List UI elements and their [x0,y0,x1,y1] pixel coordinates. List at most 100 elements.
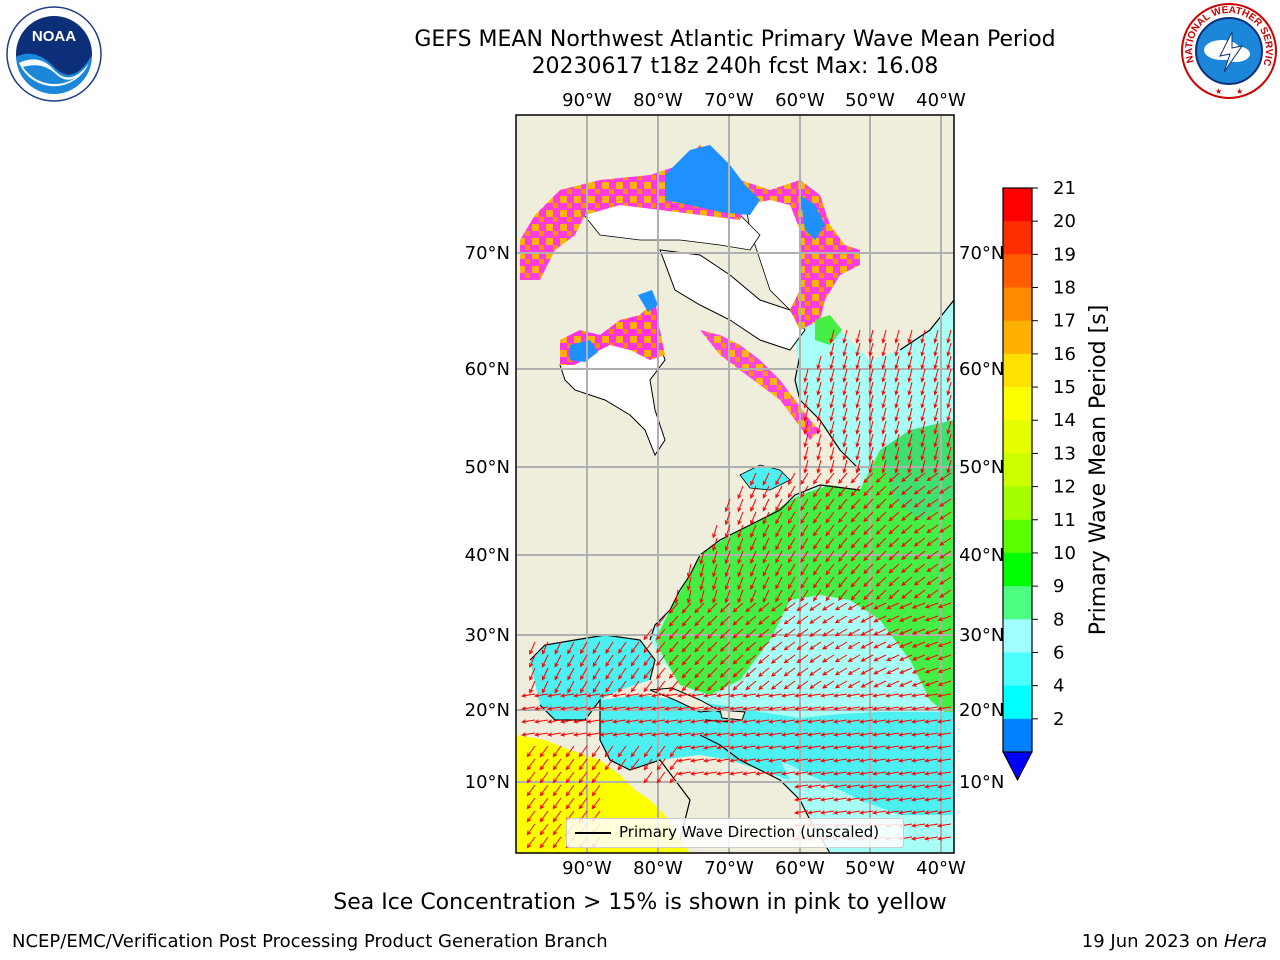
wave-arrow [807,797,822,802]
wave-arrow [787,550,796,564]
wave-arrow [875,498,887,509]
wave-arrow [573,732,588,737]
wave-arrow [668,654,679,666]
wave-arrow [529,654,536,668]
wave-arrow [846,693,861,698]
star-icon: ★ [1236,87,1243,96]
wave-arrow [820,758,835,763]
wave-arrow [719,615,731,626]
wave-arrow [803,433,809,448]
wave-arrow [901,537,913,548]
wave-arrow [758,641,770,652]
wave-arrow [920,368,926,383]
wave-arrow [868,459,874,474]
wave-arrow [822,615,835,624]
wave-arrow [729,745,744,750]
wave-arrow [541,680,549,694]
wave-arrow [742,732,757,737]
wave-arrow [783,654,796,664]
wave-arrow [707,680,718,692]
wave-arrow [803,368,809,383]
wave-arrow [750,524,757,538]
wave-arrow [939,537,952,546]
wave-arrow [591,784,601,797]
wave-arrow [846,784,861,789]
wave-arrow [618,667,627,680]
wave-arrow [547,732,562,737]
wave-arrow [712,563,718,578]
wave-arrow [630,680,640,693]
wave-arrow [712,589,718,604]
wave-arrow [868,433,874,448]
wave-arrow [716,693,731,698]
wave-arrow [534,706,549,711]
wave-arrow [855,381,861,396]
colorbar-frame [1002,187,1033,753]
wave-arrow [829,433,835,448]
wave-arrow [732,654,744,665]
wave-arrow [894,342,900,357]
lat-label: 20°N [465,700,510,721]
wave-arrow [855,459,861,474]
noaa-logo: NOAA [6,6,102,102]
wave-arrow [750,537,757,551]
wave-arrow [703,693,718,698]
wave-arrow [920,342,926,357]
wave-arrow [573,719,588,724]
wave-arrow [656,615,666,628]
wave-arrow [937,680,952,687]
wave-arrow [690,745,705,750]
wave-arrow [758,602,770,613]
lat-label: 30°N [465,625,510,646]
wave-arrow [859,693,874,698]
wave-arrow [783,628,796,638]
wave-arrow [618,654,627,667]
wave-arrow [911,797,926,802]
colorbar-under-arrow [1002,751,1033,782]
wave-arrow [612,706,627,711]
ocean-caribbean [600,695,954,820]
wave-arrow [859,797,874,802]
wave-arrow [920,407,926,422]
wave-arrow [800,485,809,498]
wave-arrow [875,576,887,587]
wave-arrow [812,524,822,537]
wave-arrow [834,602,848,611]
wave-arrow [707,615,718,627]
wave-arrow [794,745,809,750]
wave-arrow [911,784,926,789]
wave-arrow [745,615,757,626]
wave-arrow [664,732,679,737]
wave-arrow [742,693,757,698]
wave-arrow [534,719,549,724]
wave-arrow [656,680,666,693]
wave-arrow [800,511,809,524]
wave-arrow [794,706,809,711]
wave-arrow [762,524,770,538]
wave-arrow [703,758,718,763]
wave-arrow [924,654,939,661]
sea-ice-arctic [520,145,860,330]
wave-arrow [668,602,679,614]
wave-arrow [924,667,939,674]
wave-arrow [591,758,601,771]
wave-arrow [554,641,562,655]
wave-arrow [807,745,822,750]
wave-arrow [859,810,874,815]
lat-label: 40°N [959,545,1004,566]
wave-arrow [846,771,861,776]
wave-arrow [833,758,848,763]
wave-arrow [775,472,783,486]
wave-arrow [651,693,666,698]
wave-arrow [901,576,913,587]
wave-arrow [762,511,770,525]
wave-arrow [937,615,952,622]
wave-arrow [768,706,783,711]
wave-arrow [816,381,822,396]
wave-arrow [690,719,705,724]
wave-arrow [796,680,809,690]
wave-arrow [833,719,848,724]
wave-arrow [885,693,900,698]
wave-arrow [547,706,562,711]
